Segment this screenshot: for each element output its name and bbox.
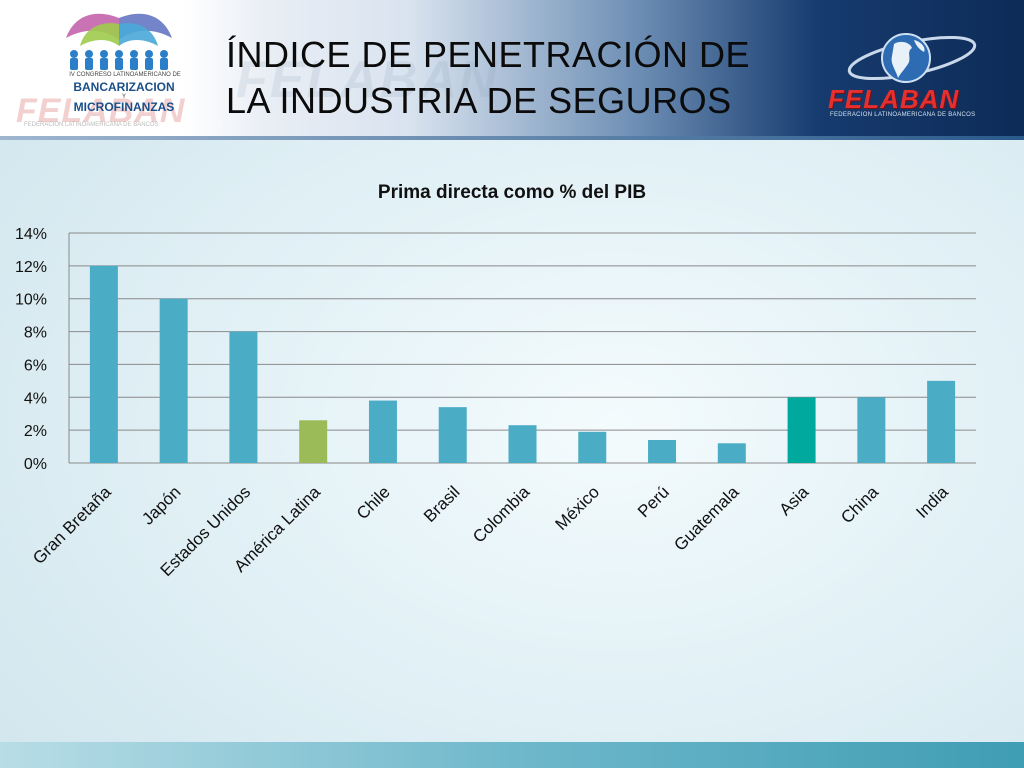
y-tick-label: 14% — [15, 226, 47, 243]
x-tick-label: Asia — [776, 482, 813, 519]
y-tick-label: 10% — [15, 292, 47, 309]
logo-big-text-1: BANCARIZACION — [73, 80, 175, 94]
bar — [159, 298, 188, 463]
felaban-logo: FELABAN FEDERACION LATINOAMERICANA DE BA… — [826, 30, 986, 130]
page-title: ÍNDICE DE PENETRACIÓN DE LA INDUSTRIA DE… — [226, 32, 786, 124]
x-tick-label: Brasil — [420, 482, 463, 525]
bar — [787, 397, 816, 463]
bar — [229, 331, 258, 463]
x-tick-label: México — [552, 482, 604, 534]
x-tick-label: China — [837, 482, 882, 527]
bar — [89, 265, 118, 463]
x-tick-label: Perú — [634, 482, 673, 521]
y-tick-label: 4% — [24, 390, 47, 407]
header-watermark: FELABAN — [236, 51, 499, 109]
logo-small-text: IV CONGRESO LATINOAMERICANO DE — [69, 72, 181, 78]
logo-fed-line: FEDERACION LATINOAMERICANA DE BANCOS — [24, 122, 159, 128]
y-tick-label: 2% — [24, 423, 47, 440]
felaban-subtitle: FEDERACION LATINOAMERICANA DE BANCOS — [830, 112, 976, 118]
logo-big-text-2: MICROFINANZAS — [73, 100, 175, 114]
bar — [438, 407, 467, 463]
bottom-band — [0, 742, 1024, 768]
bar — [368, 400, 397, 463]
logo-y-text: Y — [121, 94, 126, 100]
x-tick-label: Guatemala — [670, 482, 743, 555]
y-tick-label: 8% — [24, 325, 47, 342]
congreso-logo-figures-icon — [66, 13, 172, 70]
logo-bg-word: FELABAN — [16, 92, 186, 130]
title-line-2: LA INDUSTRIA DE SEGUROS — [226, 80, 732, 121]
bar — [508, 425, 537, 463]
x-tick-label: Japón — [138, 482, 184, 528]
bar — [299, 420, 328, 463]
header-divider — [0, 136, 1024, 140]
felaban-wordmark: FELABAN — [828, 84, 960, 114]
globe-icon — [847, 33, 977, 83]
y-tick-label: 6% — [24, 357, 47, 374]
chart-title: Prima directa como % del PIB — [377, 182, 647, 203]
y-tick-label: 0% — [24, 456, 47, 473]
bar — [648, 440, 677, 463]
bar — [857, 397, 886, 463]
congreso-logo: FELABAN IV CONGRESO LATINOAMERICANO DE B… — [14, 10, 224, 132]
x-tick-label: Colombia — [469, 482, 534, 547]
x-tick-label: India — [912, 482, 952, 522]
bar-chart: 0%2%4%6%8%10%12%14%Gran Bretaña JapónEsta… — [15, 226, 976, 580]
bar — [578, 431, 607, 463]
slide-header — [0, 0, 1024, 138]
x-tick-label: Chile — [353, 482, 394, 523]
bar — [927, 380, 956, 463]
x-tick-label: Gran Bretaña — [29, 482, 115, 568]
title-line-1: ÍNDICE DE PENETRACIÓN DE — [226, 34, 751, 75]
y-tick-label: 12% — [15, 259, 47, 276]
bar — [717, 443, 746, 463]
